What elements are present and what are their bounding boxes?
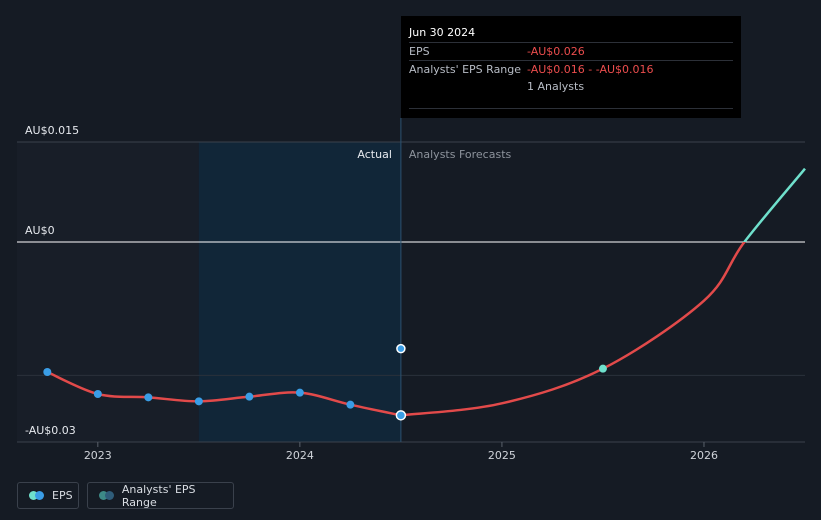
tooltip: Jun 30 2024 EPS -AU$0.026 Analysts' EPS … bbox=[401, 16, 741, 118]
x-tick-label: 2023 bbox=[84, 449, 112, 462]
eps-point bbox=[245, 392, 254, 401]
tooltip-date: Jun 30 2024 bbox=[409, 26, 476, 39]
forecast-label: Analysts Forecasts bbox=[409, 148, 512, 161]
range-legend-icon bbox=[99, 491, 115, 500]
tooltip-eps-value: -AU$0.026 bbox=[527, 45, 585, 58]
tooltip-analysts-row: 1 Analysts bbox=[409, 78, 733, 95]
legend-eps-label: EPS bbox=[52, 489, 73, 502]
tooltip-range-label: Analysts' EPS Range bbox=[409, 63, 522, 76]
forecast-line-positive bbox=[742, 167, 806, 242]
eps-point bbox=[395, 410, 407, 421]
tooltip-range-value: -AU$0.016 - -AU$0.016 bbox=[527, 63, 654, 76]
eps-point bbox=[144, 393, 153, 402]
tooltip-eps-label: EPS bbox=[409, 45, 430, 58]
tooltip-range-row: Analysts' EPS Range -AU$0.016 - -AU$0.01… bbox=[409, 60, 733, 78]
x-tick-label: 2025 bbox=[488, 449, 516, 462]
tooltip-eps-row: EPS -AU$0.026 bbox=[409, 42, 733, 60]
eps-point bbox=[93, 390, 102, 398]
range-point bbox=[396, 343, 406, 354]
tooltip-divider bbox=[409, 108, 733, 109]
eps-point bbox=[43, 368, 52, 376]
actual-label: Actual bbox=[357, 148, 391, 161]
eps-point bbox=[295, 388, 304, 397]
y-tick-label: AU$0 bbox=[25, 224, 55, 237]
tooltip-analysts: 1 Analysts bbox=[527, 80, 585, 93]
forecast-point bbox=[598, 364, 607, 373]
y-tick-label: AU$0.015 bbox=[25, 124, 79, 137]
forecast-line-negative bbox=[400, 242, 746, 417]
highlight-band bbox=[198, 142, 401, 442]
eps-line bbox=[46, 370, 402, 417]
eps-point bbox=[194, 397, 203, 406]
legend-range-button[interactable]: Analysts' EPS Range bbox=[87, 482, 234, 509]
eps-point bbox=[346, 400, 355, 409]
legend-eps-button[interactable]: EPS bbox=[17, 482, 79, 509]
x-tick-label: 2026 bbox=[690, 449, 718, 462]
x-tick-label: 2024 bbox=[286, 449, 314, 462]
eps-legend-icon bbox=[29, 491, 45, 500]
y-tick-label: -AU$0.03 bbox=[25, 424, 76, 437]
legend-range-label: Analysts' EPS Range bbox=[121, 482, 196, 509]
